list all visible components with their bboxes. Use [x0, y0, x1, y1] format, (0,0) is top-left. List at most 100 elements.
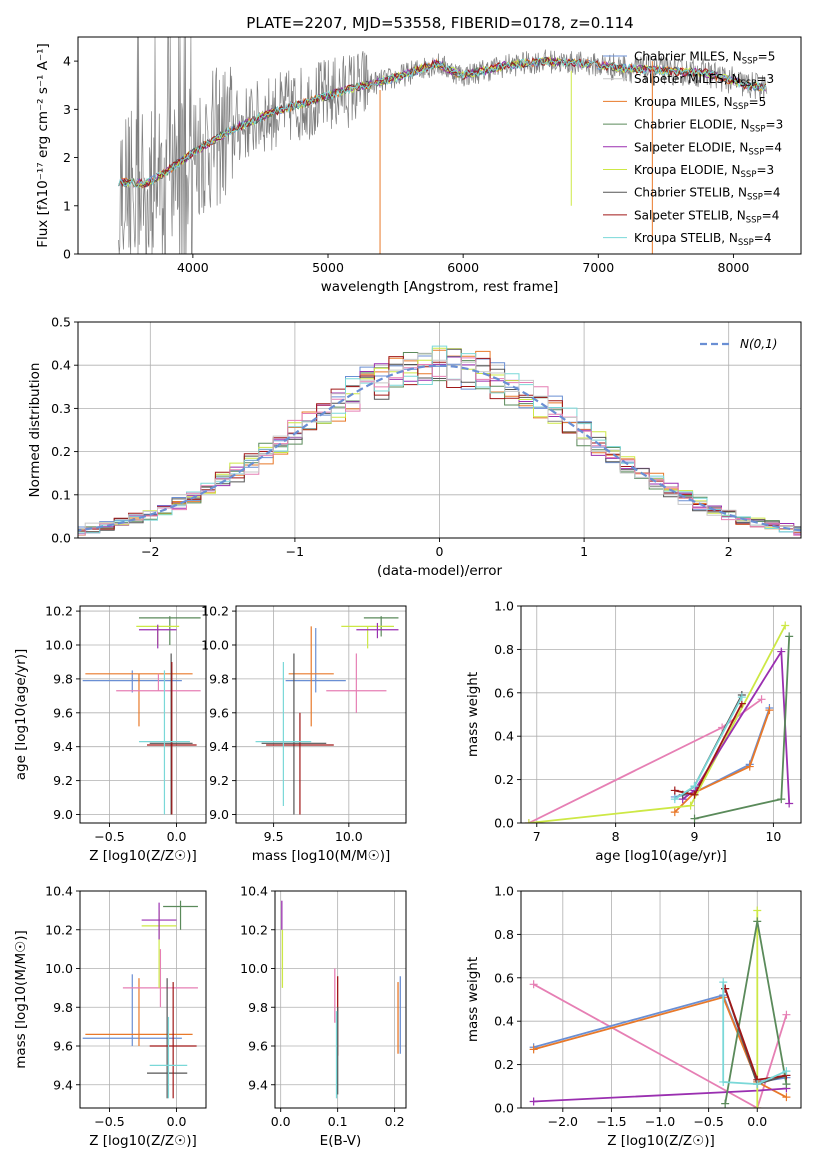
weight-marker	[765, 706, 774, 715]
y-tick-label: 0.8	[494, 927, 514, 942]
weight-marker	[785, 799, 794, 808]
legend-label: Kroupa STELIB, NSSP=4	[634, 231, 772, 248]
y-tick-label: 10.0	[201, 637, 229, 652]
y-tick-label: 0.8	[494, 642, 514, 657]
x-axis-label: E(B-V)	[320, 1133, 362, 1149]
y-tick-label: 9.6	[53, 1039, 73, 1054]
axes: 0.0 0.1 0.2 9.4 9.6 9.8 10.0 10.2 10.4 E(B-V)	[240, 884, 407, 1149]
weight-marker	[782, 1093, 791, 1102]
y-tick-label: 0.4	[51, 358, 71, 373]
legend-label-sub: SSP	[747, 193, 763, 203]
y-tick-label: 0.0	[494, 816, 514, 831]
legend-label: Kroupa ELODIE, NSSP=3	[634, 163, 774, 180]
residual-histogram	[78, 352, 801, 533]
weight-marker	[690, 814, 699, 823]
x-tick-label: 1	[580, 544, 588, 559]
model-spectrum	[118, 56, 766, 188]
y-tick-label: 2	[63, 150, 71, 165]
weight-marker	[737, 693, 746, 702]
y-tick-label: 9.2	[53, 773, 73, 788]
y-tick-label: 1.0	[494, 599, 514, 614]
model-spectrum	[118, 56, 767, 188]
y-tick-label: 1.0	[494, 884, 514, 899]
weight-marker	[753, 917, 762, 926]
legend-label-text: Salpeter MILES, N	[634, 72, 741, 86]
weight-marker	[781, 621, 790, 630]
plot-area	[524, 621, 794, 823]
x-tick-label: 8	[612, 829, 620, 844]
gaussian-curve	[78, 364, 801, 532]
legend-label-value: =4	[762, 208, 780, 222]
x-tick-label: −1.0	[645, 1114, 675, 1129]
weight-marker	[690, 782, 699, 791]
legend-label-sub: SSP	[750, 125, 766, 135]
y-tick-label: 0.2	[494, 1057, 514, 1072]
y-tick-label: 9.4	[53, 739, 73, 754]
y-tick-label: 0.4	[494, 1014, 514, 1029]
residual-plot: −2 −1 0 1 2 0.0 0.1 0.2 0.3 0.4 0.5 (data-model)/er…	[27, 315, 802, 579]
legend-label-sub: SSP	[746, 215, 762, 225]
mass-vs-ebv-plot: 0.0 0.1 0.2 9.4 9.6 9.8 10.0 10.2 10.4 E(B-V)	[240, 884, 407, 1149]
legend-label: Kroupa MILES, NSSP=5	[634, 95, 766, 112]
legend-label-text: Salpeter STELIB, N	[634, 208, 746, 222]
residual-histogram	[78, 356, 801, 535]
weight-marker	[785, 632, 794, 641]
x-tick-label: 0.1	[328, 1114, 348, 1129]
x-tick-label: 7000	[582, 260, 614, 275]
weight-marker	[753, 906, 762, 915]
weight-line	[528, 625, 786, 823]
y-tick-label: 0.2	[51, 444, 71, 459]
y-tick-label: 0.1	[51, 487, 71, 502]
x-tick-label: −2.0	[548, 1114, 578, 1129]
axes-frame	[520, 890, 802, 1109]
y-tick-label: 0.2	[494, 772, 514, 787]
plot-area	[529, 906, 791, 1108]
y-tick-label: 0.3	[51, 401, 71, 416]
weight-marker	[524, 819, 533, 823]
y-tick-label: 3	[63, 102, 71, 117]
y-tick-label: 10.2	[240, 922, 268, 937]
weight-marker	[782, 1080, 791, 1089]
legend-label-sub: SSP	[733, 102, 749, 112]
model-spectrum	[118, 56, 767, 188]
weight-marker	[529, 1097, 538, 1106]
y-tick-label: 9.8	[53, 1000, 73, 1015]
x-axis-label: Z [log10(Z/Z☉)]	[607, 1133, 715, 1149]
weight-marker	[529, 1045, 538, 1054]
axes-frame	[235, 605, 407, 824]
legend-label-value: =4	[764, 140, 782, 154]
legend-label-text: Chabrier ELODIE, N	[634, 118, 750, 132]
plot-area	[118, 37, 768, 254]
y-tick-label: 9.6	[248, 1039, 268, 1054]
legend-label-sub: SSP	[738, 238, 754, 248]
x-tick-label: −0.5	[94, 829, 124, 844]
legend-label-value: =3	[756, 163, 774, 177]
y-axis-label: mass weight	[465, 957, 481, 1042]
y-tick-label: 9.4	[248, 1077, 268, 1092]
y-tick-label: 0.5	[51, 315, 71, 330]
grid	[521, 605, 801, 824]
x-tick-label: −2	[141, 544, 159, 559]
grid	[521, 890, 801, 1109]
weight-marker	[686, 801, 695, 810]
legend-label-text: Chabrier MILES, N	[634, 50, 742, 64]
axes: −0.5 0.0 9.0 9.2 9.4 9.6 9.8 10.0 10.2 Z [log10(Z…	[13, 604, 207, 864]
axes: 4000 5000 6000 7000 8000 0 1 2 3 4 wavelength [Ang…	[35, 36, 802, 295]
x-axis-label: age [log10(age/yr)]	[595, 848, 727, 864]
y-tick-label: 9.0	[209, 807, 229, 822]
x-axis-label: Z [log10(Z/Z☉)]	[89, 1133, 197, 1149]
y-tick-label: 9.2	[209, 773, 229, 788]
y-tick-label: 4	[63, 54, 71, 69]
y-tick-label: 0.0	[51, 531, 71, 546]
weight-marker	[690, 790, 699, 799]
axes-frame	[274, 890, 407, 1109]
x-tick-label: −1.5	[596, 1114, 626, 1129]
y-tick-label: 0	[63, 247, 71, 262]
weight-marker	[757, 695, 766, 704]
legend-label-value: =5	[749, 95, 767, 109]
grid	[275, 890, 406, 1108]
weight-marker	[670, 808, 679, 817]
x-axis-label: (data-model)/error	[377, 563, 503, 579]
